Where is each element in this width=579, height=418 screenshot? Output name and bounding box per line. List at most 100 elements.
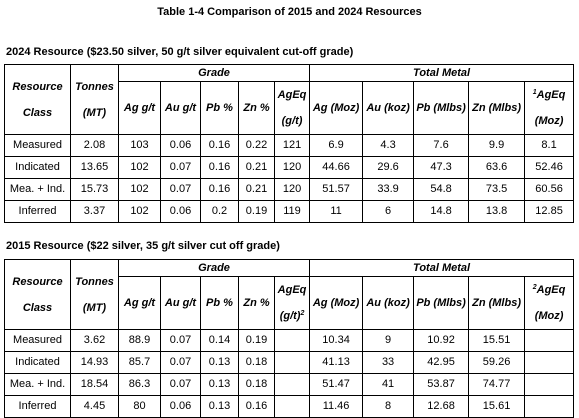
cell-ageq-metal: 12.85 xyxy=(524,200,575,223)
cell-au-grade: 0.07 xyxy=(160,373,201,396)
header-au-grade: Au g/t xyxy=(160,81,201,135)
cell-zn-grade: 0.19 xyxy=(238,329,275,352)
header-tonnes: Tonnes (MT) xyxy=(70,259,119,330)
header-ageq-grade: AgEq (g/t)2 xyxy=(273,276,311,330)
cell-resource-class: Mea. + Ind. xyxy=(4,178,71,201)
cell-au-metal: 33 xyxy=(362,351,415,374)
header-resource-class: Resource Class xyxy=(4,259,71,330)
resource-table-2024: Resource Class Tonnes (MT) Grade Total Met… xyxy=(4,64,575,223)
header-ageq-metal: 2AgEq (Moz) xyxy=(524,276,575,330)
cell-resource-class: Mea. + Ind. xyxy=(4,373,71,396)
cell-ageq-grade: 120 xyxy=(273,156,311,179)
cell-pb-grade: 0.13 xyxy=(200,395,239,418)
cell-ag-metal: 6.9 xyxy=(309,134,364,157)
cell-pb-metal: 7.6 xyxy=(413,134,470,157)
header-total-metal-group: Total Metal xyxy=(309,64,575,82)
table-row: Mea. + Ind. 15.73 102 0.07 0.16 0.21 120 51.57 3… xyxy=(4,178,575,201)
cell-ag-metal: 44.66 xyxy=(309,156,364,179)
cell-pb-grade: 0.16 xyxy=(200,134,239,157)
table-body-2015: Measured 3.62 88.9 0.07 0.14 0.19 10.34 9 10.92 1… xyxy=(4,329,575,418)
cell-resource-class: Measured xyxy=(4,134,71,157)
cell-ageq-grade xyxy=(273,351,311,374)
cell-ageq-metal: 52.46 xyxy=(524,156,575,179)
cell-resource-class: Indicated xyxy=(4,156,71,179)
header-tonnes: Tonnes (MT) xyxy=(70,64,119,135)
cell-pb-metal: 12.68 xyxy=(413,395,470,418)
cell-zn-grade: 0.22 xyxy=(238,134,275,157)
cell-resource-class: Inferred xyxy=(4,200,71,223)
cell-resource-class: Measured xyxy=(4,329,71,352)
cell-zn-metal: 74.77 xyxy=(468,373,526,396)
resource-table-2015: Resource Class Tonnes (MT) Grade Total Met… xyxy=(4,259,575,418)
cell-zn-metal: 73.5 xyxy=(468,178,526,201)
cell-zn-grade: 0.16 xyxy=(238,395,275,418)
cell-pb-grade: 0.13 xyxy=(200,373,239,396)
cell-pb-grade: 0.16 xyxy=(200,156,239,179)
header-zn-grade: Zn % xyxy=(238,276,275,330)
cell-ageq-grade: 119 xyxy=(273,200,311,223)
cell-au-metal: 8 xyxy=(362,395,415,418)
cell-pb-grade: 0.16 xyxy=(200,178,239,201)
header-ag-metal: Ag (Moz) xyxy=(309,81,364,135)
header-ag-grade: Ag g/t xyxy=(118,276,161,330)
cell-au-metal: 9 xyxy=(362,329,415,352)
header-grade-group: Grade xyxy=(117,259,311,277)
cell-pb-metal: 14.8 xyxy=(413,200,470,223)
cell-pb-grade: 0.13 xyxy=(200,351,239,374)
header-zn-metal: Zn (Mlbs) xyxy=(468,81,526,135)
cell-resource-class: Indicated xyxy=(4,351,71,374)
cell-au-grade: 0.07 xyxy=(160,178,201,201)
cell-zn-metal: 15.51 xyxy=(468,329,526,352)
table-row: Inferred 4.45 80 0.06 0.13 0.16 11.46 8 12.68 15.… xyxy=(4,395,575,418)
cell-ag-grade: 102 xyxy=(118,178,161,201)
cell-tonnes: 2.08 xyxy=(70,134,119,157)
table-row: Indicated 14.93 85.7 0.07 0.13 0.18 41.13 33 42.… xyxy=(4,351,575,374)
table-row: Measured 3.62 88.9 0.07 0.14 0.19 10.34 9 10.92 1… xyxy=(4,329,575,352)
cell-zn-metal: 63.6 xyxy=(468,156,526,179)
cell-ag-metal: 41.13 xyxy=(309,351,364,374)
cell-zn-metal: 59.26 xyxy=(468,351,526,374)
cell-pb-metal: 10.92 xyxy=(413,329,470,352)
cell-tonnes: 4.45 xyxy=(70,395,119,418)
cell-ag-grade: 102 xyxy=(118,200,161,223)
cell-ag-metal: 51.57 xyxy=(309,178,364,201)
cell-tonnes: 14.93 xyxy=(70,351,119,374)
cell-ag-grade: 80 xyxy=(118,395,161,418)
cell-ageq-metal xyxy=(524,329,575,352)
header-zn-grade: Zn % xyxy=(238,81,275,135)
header-total-metal-group: Total Metal xyxy=(309,259,575,277)
cell-ageq-grade: 121 xyxy=(273,134,311,157)
cell-pb-metal: 42.95 xyxy=(413,351,470,374)
cell-zn-grade: 0.18 xyxy=(238,373,275,396)
header-au-metal: Au (koz) xyxy=(362,81,415,135)
table-2024-title: 2024 Resource ($23.50 silver, 50 g/t sil… xyxy=(6,46,354,58)
table-row: Indicated 13.65 102 0.07 0.16 0.21 120 44.66 29.… xyxy=(4,156,575,179)
cell-ageq-metal xyxy=(524,373,575,396)
cell-au-grade: 0.06 xyxy=(160,134,201,157)
header-pb-grade: Pb % xyxy=(200,81,239,135)
cell-tonnes: 15.73 xyxy=(70,178,119,201)
cell-pb-metal: 47.3 xyxy=(413,156,470,179)
cell-ag-grade: 86.3 xyxy=(118,373,161,396)
cell-ag-metal: 51.47 xyxy=(309,373,364,396)
cell-ageq-grade xyxy=(273,395,311,418)
cell-pb-grade: 0.14 xyxy=(200,329,239,352)
header-pb-metal: Pb (Mlbs) xyxy=(413,276,470,330)
cell-au-metal: 41 xyxy=(362,373,415,396)
cell-au-metal: 4.3 xyxy=(362,134,415,157)
table-row: Mea. + Ind. 18.54 86.3 0.07 0.13 0.18 51.47 41 5… xyxy=(4,373,575,396)
cell-pb-metal: 54.8 xyxy=(413,178,470,201)
header-resource-class: Resource Class xyxy=(4,64,71,135)
cell-zn-grade: 0.19 xyxy=(238,200,275,223)
header-pb-metal: Pb (Mlbs) xyxy=(413,81,470,135)
cell-ageq-metal: 8.1 xyxy=(524,134,575,157)
page-title: Table 1-4 Comparison of 2015 and 2024 Re… xyxy=(157,6,422,18)
cell-ageq-metal xyxy=(524,351,575,374)
cell-au-grade: 0.07 xyxy=(160,351,201,374)
header-grade-group: Grade xyxy=(117,64,311,82)
cell-ageq-grade xyxy=(273,329,311,352)
cell-tonnes: 3.62 xyxy=(70,329,119,352)
table-body-2024: Measured 2.08 103 0.06 0.16 0.22 121 6.9 4.3 7.6 9… xyxy=(4,134,575,223)
cell-au-grade: 0.06 xyxy=(160,200,201,223)
cell-ag-metal: 10.34 xyxy=(309,329,364,352)
